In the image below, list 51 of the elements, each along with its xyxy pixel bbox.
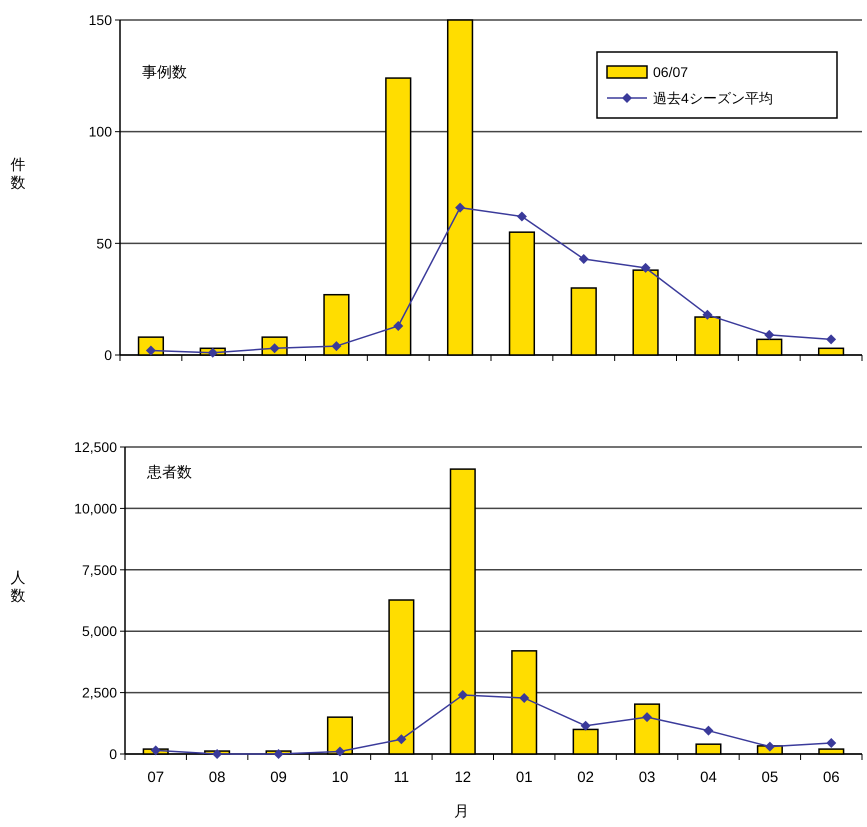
text: 事例数 (142, 64, 187, 81)
x-tick-label: 02 (577, 769, 594, 786)
y-tick-label: 10,000 (74, 500, 118, 516)
y-axis-title: 人数 (10, 570, 26, 604)
point (580, 720, 591, 731)
point (703, 726, 714, 736)
point (455, 202, 466, 213)
point (396, 734, 406, 744)
text: 患者数 (146, 464, 192, 481)
point (334, 746, 345, 757)
point (764, 330, 774, 340)
x-tick-label: 09 (270, 769, 287, 786)
x-tick-label: 08 (208, 769, 226, 786)
point (702, 310, 712, 320)
y-tick-label: 0 (104, 347, 112, 363)
point (212, 749, 222, 759)
point (578, 254, 589, 264)
point (516, 212, 527, 222)
legend-label: 過去4シーズン平均 (653, 90, 773, 106)
y-tick-label: 50 (96, 235, 112, 252)
y-tick-label: 150 (88, 12, 112, 28)
point (331, 341, 342, 352)
point (458, 690, 468, 700)
point (274, 749, 284, 759)
y-tick-label: 12,500 (74, 439, 118, 455)
y-axis-title: 件数 (10, 156, 26, 192)
x-tick-label: 10 (332, 769, 348, 786)
y-tick-label: 7,500 (82, 562, 118, 578)
point (150, 745, 161, 756)
x-axis-title: 月 (454, 803, 469, 820)
y-tick-label: 5,000 (82, 623, 118, 640)
x-tick-label: 05 (762, 769, 778, 786)
point (640, 262, 651, 273)
point (642, 712, 652, 722)
x-tick-label: 01 (516, 769, 533, 786)
point (393, 320, 404, 331)
x-tick-label: 04 (700, 769, 717, 786)
x-tick-label: 11 (394, 769, 410, 786)
legend-label: 06/07 (653, 64, 688, 80)
x-tick-label: 12 (454, 769, 472, 786)
point (764, 742, 775, 752)
y-tick-label: 2,500 (82, 684, 118, 701)
y-tick-label: 0 (109, 746, 118, 762)
y-tick-label: 100 (88, 124, 112, 140)
point (826, 738, 836, 748)
x-tick-label: 07 (147, 769, 164, 786)
x-tick-label: 06 (822, 769, 840, 786)
x-tick-label: 03 (638, 769, 656, 786)
point (208, 348, 218, 358)
point (519, 693, 530, 704)
point (826, 334, 836, 344)
